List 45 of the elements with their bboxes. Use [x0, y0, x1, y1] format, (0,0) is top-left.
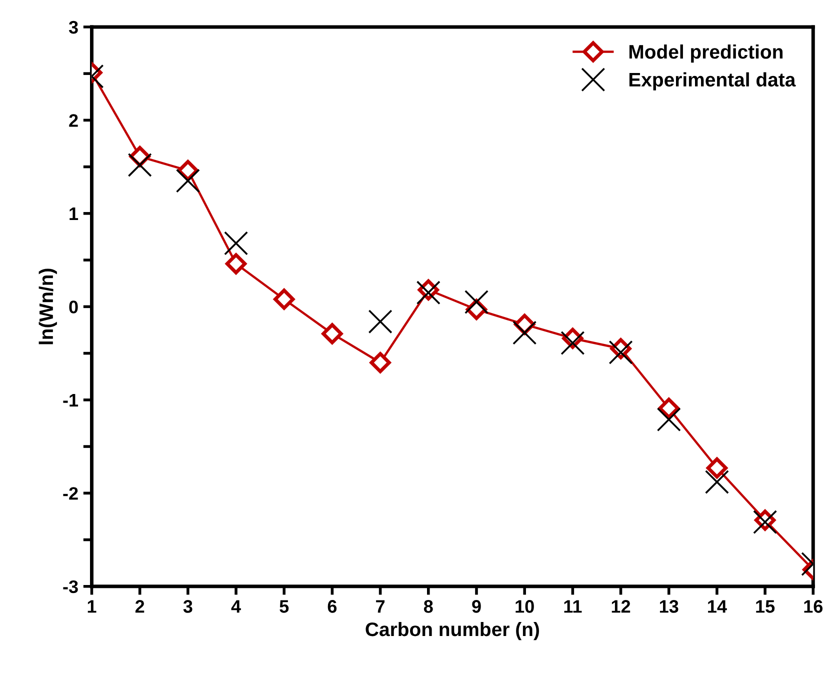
x-tick-label: 12 [612, 600, 630, 613]
point [656, 407, 681, 432]
y-tick-label: -3 [63, 580, 78, 594]
x-tick-label: 8 [424, 600, 433, 613]
point [704, 470, 729, 494]
point [274, 288, 295, 310]
point [176, 168, 200, 193]
point [416, 280, 440, 305]
point [322, 323, 343, 344]
y-tick-label: 0 [69, 300, 78, 314]
legend-label: Model prediction [629, 44, 783, 63]
point [128, 152, 152, 177]
y-tick-label: -2 [63, 487, 78, 500]
point [224, 231, 248, 256]
y-tick-label: 3 [68, 20, 78, 34]
x-tick-label: 13 [660, 600, 678, 613]
x-tick-label: 16 [804, 600, 823, 613]
x-tick-label: 3 [183, 600, 192, 613]
y-axis-title: ln(Wn/n) [38, 268, 57, 344]
x-tick-label: 5 [280, 600, 289, 613]
x-tick-label: 11 [564, 600, 582, 613]
x-tick-label: 7 [376, 600, 385, 613]
point [368, 310, 392, 334]
x-tick-label: 4 [231, 600, 241, 613]
x-axis-title: Carbon number (n) [366, 622, 539, 640]
point [753, 510, 778, 534]
x-tick-label: 2 [135, 600, 144, 613]
legend-label: Experimental data [629, 72, 796, 90]
x-tick-label: 14 [708, 600, 727, 613]
point [560, 331, 585, 356]
x-tick-label: 15 [756, 600, 775, 613]
point [658, 398, 680, 419]
point [225, 253, 247, 274]
x-tick-label: 9 [472, 600, 481, 613]
x-tick-label: 1 [88, 600, 96, 613]
y-tick-label: 1 [70, 208, 78, 220]
y-tick-label: -1 [63, 394, 78, 406]
point [608, 340, 633, 364]
x-tick-label: 10 [516, 600, 534, 613]
point [512, 320, 537, 345]
y-tick-label: 2 [69, 114, 78, 127]
x-tick-label: 6 [328, 600, 337, 613]
point [370, 352, 391, 374]
point [464, 290, 489, 314]
point [706, 457, 728, 479]
